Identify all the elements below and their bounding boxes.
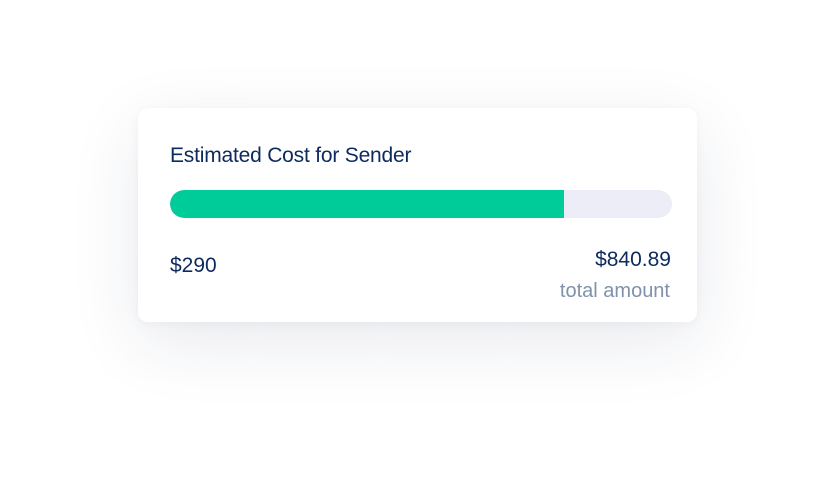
cost-progress-fill [170,190,565,218]
cost-progress-bar [170,190,672,218]
estimated-cost-card: Estimated Cost for Sender $290 $840.89 t… [138,108,697,322]
total-amount-label: total amount [559,280,670,302]
total-amount: $840.89 [595,248,671,271]
current-amount: $290 [170,254,217,277]
card-title: Estimated Cost for Sender [170,144,412,167]
